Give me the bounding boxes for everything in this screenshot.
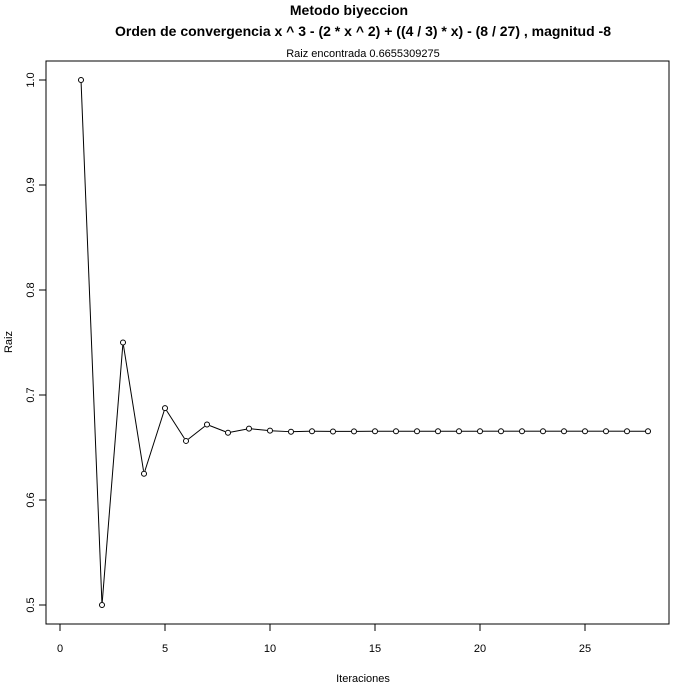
series-segment [251,428,268,431]
x-tick-label: 25 [579,643,591,655]
series-segment [272,430,289,433]
series-segment [166,410,185,439]
data-point [267,427,273,434]
chart-title: Metodo biyeccion [290,2,408,18]
series-segment [188,425,205,440]
data-point [477,428,483,435]
data-series [78,77,651,608]
data-point [99,602,105,608]
data-point [540,428,546,435]
data-point [519,428,525,435]
y-axis-label: Raiz [3,331,15,353]
data-point [435,428,441,435]
data-point [183,437,189,444]
series-segment [209,425,226,433]
data-point [288,428,294,435]
data-point [393,428,399,435]
data-point [645,428,651,435]
series-segment [230,428,247,433]
x-tick-label: 15 [369,643,381,655]
series-segment [101,345,124,603]
x-tick-label: 10 [264,643,276,655]
data-point [624,428,630,435]
y-tick-label: 1.0 [25,72,37,87]
data-point [603,428,609,435]
chart-annotation: Raiz encontrada 0.6655309275 [286,48,440,60]
data-point [204,421,210,428]
data-point [309,428,315,435]
series-segment [122,345,145,471]
y-tick-label: 0.5 [25,597,37,612]
y-tick-label: 0.8 [25,282,37,297]
data-point [456,428,462,435]
series-segment [144,410,165,472]
chart-subtitle: Orden de convergencia x ^ 3 - (2 * x ^ 2… [115,23,611,39]
x-axis-label: Iteraciones [336,673,390,685]
y-axis: 0.5 0.6 0.7 0.8 0.9 1.0 [25,72,47,613]
data-point [561,428,567,435]
y-tick-label: 0.6 [25,492,37,507]
x-axis: 0 5 10 15 20 25 [57,623,591,655]
data-point [246,425,252,432]
data-point [225,429,231,436]
data-point [351,428,357,435]
y-tick-label: 0.9 [25,177,37,192]
data-point [141,470,147,477]
series-segment [80,82,103,603]
data-point [582,428,588,435]
data-point [162,405,168,412]
data-point [78,77,84,83]
x-tick-label: 20 [474,643,486,655]
y-tick-label: 0.7 [25,387,37,402]
data-point [372,428,378,435]
data-point [414,428,420,435]
data-point [330,428,336,435]
data-point [498,428,504,435]
plot-frame [45,60,670,625]
x-tick-label: 0 [57,643,63,655]
x-tick-label: 5 [162,643,168,655]
data-point [120,339,126,346]
